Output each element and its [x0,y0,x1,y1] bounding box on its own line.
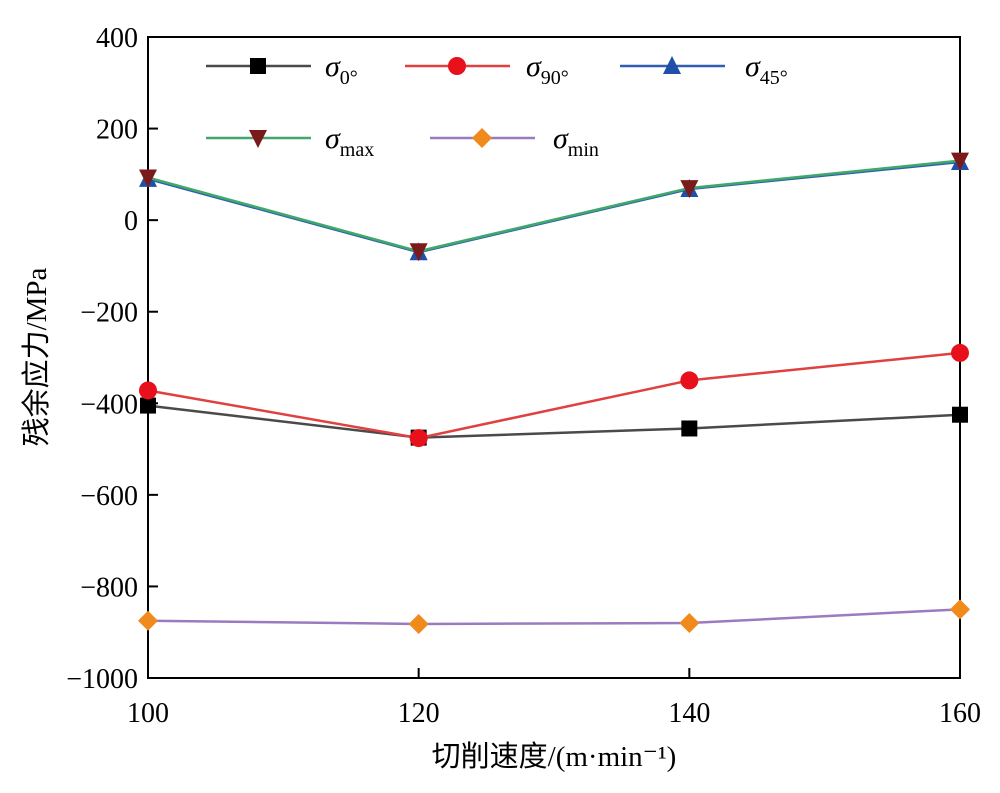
y-tick-label: 200 [96,115,138,146]
data-point [679,613,700,634]
y-tick-label: −1000 [66,664,138,695]
data-point [408,613,429,634]
y-tick-label: −600 [80,481,138,512]
legend-marker [663,56,681,74]
legend-label: σ45° [745,50,788,89]
series-0° [140,397,968,446]
series-max [139,152,969,262]
legend-label: σmax [325,122,374,161]
legend-label: σ0° [325,50,358,89]
legend-label: σ90° [526,50,569,89]
y-axis-ticks: 400 200 0 −200 −400 −600 −800 −1000 [66,23,158,695]
data-point [680,180,699,199]
series-min [138,599,970,634]
data-point [951,343,969,362]
y-tick-label: 0 [124,206,138,237]
legend-entry: σmin [430,122,599,161]
data-point [139,381,157,400]
data-point [409,243,428,262]
legend-entry: σmax [206,122,374,161]
series-line [147,159,961,253]
y-tick-label: −200 [80,298,138,329]
x-tick-label: 120 [398,698,440,729]
data-point [139,169,157,188]
data-point [680,371,699,390]
legend-marker [472,128,492,148]
series-line [147,160,961,254]
data-point [951,152,969,171]
x-axis-title: 切削速度/(m·min⁻¹) [432,740,677,773]
data-point [952,406,968,423]
y-axis-title: 残余应力/MPa [20,267,53,446]
series-45° [139,151,969,261]
data-point [409,429,428,448]
series-90° [139,343,969,448]
x-tick-label: 140 [668,698,710,729]
x-tick-label: 100 [127,698,169,729]
data-point [950,599,970,620]
legend-marker [448,57,466,75]
y-tick-label: −400 [80,389,138,420]
legend-entry: σ0° [206,50,358,89]
series-line [147,608,961,626]
legend-label: σmin [553,122,599,161]
legend-marker [250,58,266,74]
legend-entry: σ90° [405,50,569,89]
data-point [681,420,698,437]
series-layer [138,151,970,634]
y-tick-label: −800 [80,572,138,603]
legend-marker [249,130,267,148]
x-tick-label: 160 [939,698,981,729]
legend-entry: σ45° [620,50,788,89]
series-line [147,351,961,440]
legend: σ0° σ90° σ45° σmax σmin [206,50,788,161]
series-line [147,404,961,439]
data-point [138,610,158,631]
y-tick-label: 400 [96,23,138,54]
data-point [140,397,156,414]
x-axis-ticks: 100 120 140 160 [127,668,981,729]
